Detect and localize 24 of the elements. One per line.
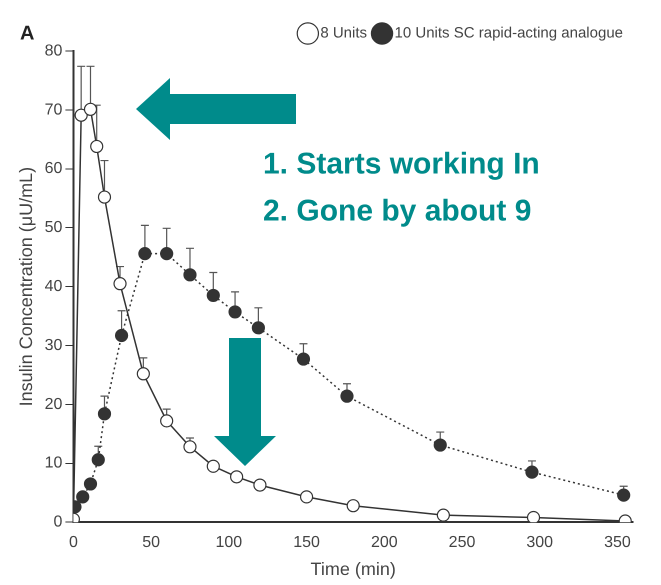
y-tick-label: 20	[44, 396, 62, 413]
x-axis-title: Time (min)	[310, 559, 396, 580]
y-tick-label: 60	[44, 160, 62, 178]
x-tick-label: 50	[142, 534, 160, 552]
text: A	[20, 22, 34, 45]
y-axis-title: Insulin Concentration (μU/mL)	[16, 166, 36, 406]
y-tick-label: 50	[44, 219, 62, 236]
y-tick-label: 70	[44, 101, 62, 118]
y-tick-label: 10	[44, 454, 62, 472]
y-tick-label: 80	[44, 42, 62, 60]
x-tick-label: 250	[448, 534, 476, 552]
x-tick-label: 100	[215, 534, 242, 552]
y-tick-label: 40	[44, 278, 62, 296]
y-tick-label: 30	[44, 336, 62, 354]
legend-label: 10 Units SC rapid-acting analogue	[394, 24, 624, 42]
annotation: 1. Starts working In	[263, 147, 540, 180]
y-tick-label: 0	[53, 514, 62, 531]
x-tick-label: 350	[604, 534, 631, 552]
annotation: 2. Gone by about 9	[263, 194, 532, 228]
x-tick-label: 200	[370, 534, 398, 552]
x-tick-label: 300	[526, 534, 554, 552]
x-tick-label: 0	[68, 534, 78, 552]
legend-label: 8 Units	[320, 24, 368, 42]
x-tick-label: 150	[293, 534, 320, 552]
